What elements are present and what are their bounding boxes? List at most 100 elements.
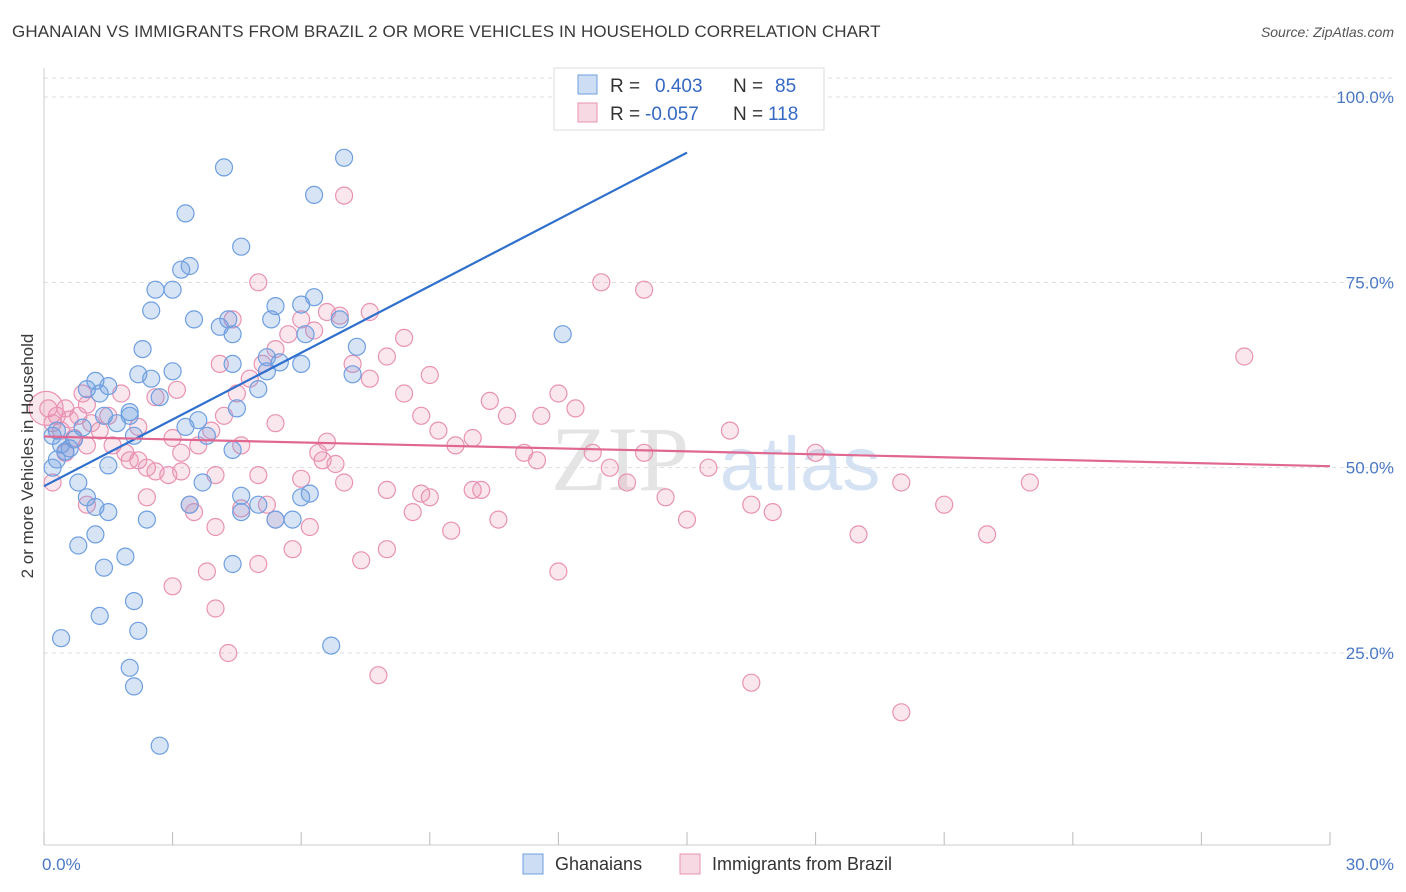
ghanaians-point-28 (249, 380, 268, 399)
y-tick-labels: 25.0% 50.0% 75.0% 100.0% (1336, 88, 1394, 663)
brazil-point-70 (283, 540, 302, 559)
ghanaians-point-75 (305, 185, 324, 204)
ghanaians-point-6 (60, 439, 79, 458)
ghanaians-point-14 (94, 406, 114, 425)
ghanaians-point-29 (223, 354, 242, 373)
brazil-point-45 (600, 458, 619, 477)
ghanaians-point-44 (146, 280, 165, 299)
brazil-point-74 (300, 517, 319, 537)
ghanaians-point-48 (184, 310, 204, 329)
brazil-point-60 (1235, 347, 1254, 366)
brazil-point-42 (549, 384, 568, 403)
brazil-point-37 (463, 428, 482, 448)
brazil-point-68 (249, 554, 268, 574)
brazil-point-48 (656, 488, 675, 507)
ghanaians-point-52 (137, 510, 156, 529)
ghanaians-point-24 (223, 440, 242, 459)
brazil-point-large (28, 390, 64, 426)
ghanaians-point-25 (227, 399, 246, 418)
legend-r-value-1: 0.403 (655, 76, 703, 97)
brazil-point-17 (172, 443, 191, 462)
brazil-point-30 (343, 354, 362, 373)
brazil-point-54 (806, 443, 825, 462)
brazil-point-39 (497, 406, 517, 425)
ghanaians-point-12 (99, 377, 118, 396)
brazil-point-33 (395, 384, 414, 403)
brazil-point-51 (720, 421, 740, 440)
ghanaians-point-4 (47, 450, 67, 469)
chart-title: GHANAIAN VS IMMIGRANTS FROM BRAZIL 2 OR … (12, 22, 881, 41)
ghanaians-point-81 (292, 354, 311, 373)
brazil-point-32 (377, 347, 396, 366)
brazil-point-69 (352, 551, 371, 570)
brazil-point-71 (377, 540, 396, 559)
ghanaians-point-79 (232, 237, 251, 256)
brazil-point-52 (742, 495, 761, 514)
ghanaians-point-53 (69, 536, 88, 555)
ghanaians-point-77 (214, 158, 234, 177)
ghanaians-point-41 (120, 406, 139, 425)
ghanaians-point-58 (124, 591, 144, 611)
brazil-point-10 (90, 421, 109, 440)
ghanaians-point-56 (94, 558, 114, 577)
ghanaians-point-82 (270, 353, 289, 372)
brazil-point-63 (369, 666, 388, 685)
brazil-point-38 (480, 391, 499, 410)
ghanaians-point-69 (249, 495, 268, 514)
bottom-legend-label-ghanaians: Ghanaians (555, 854, 642, 874)
brazil-point-107 (210, 354, 229, 373)
brazil-point-56 (892, 473, 911, 492)
ghanaians-point-54 (86, 525, 105, 544)
brazil-point-62 (742, 673, 761, 692)
ghanaians-point-64 (150, 736, 169, 755)
ghanaians-point-80 (553, 325, 572, 344)
legend-swatch-blue (577, 74, 598, 95)
brazil-point-82 (249, 466, 268, 485)
ghanaians-point-74 (305, 288, 324, 307)
series-ghanaians-points (43, 148, 572, 755)
legend-r-label-1: R = (610, 76, 640, 97)
brazil-point-50 (699, 458, 718, 477)
ghanaians-point-76 (335, 148, 354, 167)
ghanaians-point-68 (283, 510, 302, 529)
ghanaians-point-18 (142, 369, 161, 388)
brazil-point-57 (935, 495, 954, 514)
series-legend: Ghanaians Immigrants from Brazil (522, 853, 892, 875)
legend-n-value-2: 118 (768, 104, 798, 125)
legend-n-label-1: N = (733, 76, 763, 97)
x-ticks (43, 832, 1331, 845)
brazil-point-92 (163, 428, 182, 448)
y-tick-label-50: 50.0% (1346, 459, 1394, 478)
x-tick-label-max: 30.0% (1346, 855, 1394, 874)
ghanaians-point-8 (73, 418, 92, 437)
brazil-point-90 (266, 414, 285, 433)
ghanaians-point-23 (197, 426, 216, 445)
watermark-atlas: atlas (720, 422, 881, 507)
brazil-point-46 (617, 473, 637, 492)
brazil-point-75 (403, 502, 422, 522)
ghanaians-point-5 (43, 458, 62, 477)
brazil-point-80 (172, 462, 191, 481)
brazil-point-100 (634, 280, 654, 299)
brazil-point-98 (527, 451, 547, 470)
ghanaians-point-19 (150, 388, 169, 407)
trend-line-brazil (43, 435, 1331, 468)
brazil-point-120 (442, 521, 461, 540)
brazil-point-58 (977, 525, 997, 544)
brazil-point-93 (120, 451, 139, 470)
brazil-point-97 (472, 480, 491, 499)
brazil-point-109 (146, 388, 165, 407)
brazil-point-35 (429, 421, 448, 440)
bottom-legend-swatch-blue (522, 853, 544, 875)
brazil-point-108 (167, 380, 186, 399)
ghanaians-point-47 (180, 256, 199, 276)
ghanaians-point-33 (266, 297, 285, 316)
brazil-point-67 (197, 562, 216, 581)
brazil-point-72 (206, 517, 225, 537)
brazil-point-96 (412, 484, 431, 503)
ghanaians-point-65 (322, 636, 341, 655)
brazil-point-8 (77, 395, 97, 414)
ghanaians-point-78 (176, 204, 195, 223)
brazil-point-119 (313, 451, 332, 470)
brazil-point-102 (420, 365, 439, 385)
